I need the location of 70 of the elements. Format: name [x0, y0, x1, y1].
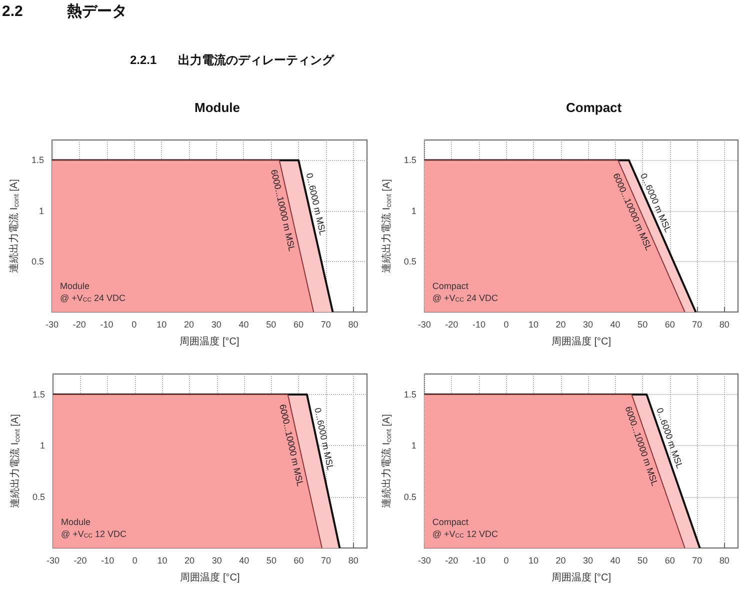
x-axis-title: 周囲温度 [°C]: [551, 572, 612, 584]
x-tick-label: 60: [664, 556, 675, 566]
series-label: 0...6000 m MSL: [312, 406, 336, 472]
x-axis-title: 周囲温度 [°C]: [551, 336, 612, 348]
x-tick-label: 40: [238, 320, 249, 330]
x-tick-label: 20: [184, 556, 195, 566]
x-tick-label: 40: [610, 556, 620, 566]
x-tick-label: 10: [528, 320, 538, 330]
x-tick-label: 30: [212, 556, 222, 566]
x-tick-label: -20: [445, 556, 458, 566]
x-tick-label: -20: [445, 320, 458, 330]
x-tick-label: 0: [132, 556, 138, 566]
x-tick-label: 10: [156, 320, 167, 330]
x-tick-label: -10: [472, 320, 486, 330]
y-tick-label: 1.5: [404, 389, 416, 400]
x-tick-label: -10: [472, 556, 486, 566]
x-axis-title: 周囲温度 [°C]: [180, 572, 240, 584]
x-tick-label: -30: [418, 556, 431, 566]
x-tick-label: 50: [266, 320, 276, 330]
x-tick-label: 50: [266, 556, 276, 566]
x-tick-label: -20: [74, 556, 87, 566]
y-tick-label: 0.5: [31, 256, 44, 266]
x-tick-label: -10: [101, 556, 114, 566]
x-tick-label: 80: [719, 320, 730, 330]
x-tick-label: 80: [719, 556, 730, 566]
text: 2.2 熱データ: [2, 2, 128, 21]
x-tick-label: 70: [692, 320, 702, 330]
x-tick-label: 50: [638, 320, 648, 330]
x-tick-label: -30: [46, 556, 60, 566]
y-tick-label: 1: [411, 206, 416, 216]
x-tick-label: 20: [184, 320, 194, 330]
x-tick-label: 0: [504, 320, 509, 330]
x-tick-label: 60: [294, 556, 304, 566]
x-axis-title: 周囲温度 [°C]: [180, 336, 240, 348]
x-tick-label: 70: [692, 556, 702, 566]
x-tick-label: 30: [583, 320, 594, 330]
x-tick-label: 20: [556, 556, 566, 566]
y-tick-label: 1.5: [404, 155, 416, 166]
y-tick-label: 0.5: [404, 256, 416, 266]
x-tick-label: 60: [664, 320, 675, 330]
y-tick-label: 1: [40, 440, 45, 451]
x-tick-label: 10: [157, 556, 168, 566]
x-tick-label: -10: [100, 320, 114, 330]
chart-title: Compact: [566, 100, 622, 115]
x-tick-label: 60: [294, 320, 304, 330]
x-tick-label: 0: [132, 320, 137, 330]
x-tick-label: 70: [321, 556, 332, 566]
y-tick-label: 0.5: [32, 492, 45, 502]
x-tick-label: 40: [610, 320, 620, 330]
x-tick-label: -30: [45, 320, 59, 330]
y-tick-label: 0.5: [404, 492, 416, 502]
x-tick-label: 10: [528, 556, 538, 566]
x-tick-label: 40: [239, 556, 250, 566]
y-tick-label: 1: [411, 440, 416, 451]
x-tick-label: 80: [348, 320, 358, 330]
x-tick-label: -30: [418, 320, 431, 330]
x-tick-label: 50: [638, 556, 648, 566]
x-tick-label: 0: [504, 556, 509, 566]
y-tick-label: 1.5: [31, 155, 44, 166]
text: 2.2.1 出力電流のディレーティング: [130, 52, 334, 69]
x-tick-label: -20: [72, 320, 86, 330]
chart-title: Module: [194, 100, 240, 115]
x-tick-label: 20: [556, 320, 566, 330]
y-tick-label: 1.5: [32, 389, 45, 400]
x-tick-label: 80: [348, 556, 358, 566]
x-tick-label: 30: [211, 320, 222, 330]
x-tick-label: 30: [583, 556, 594, 566]
series-label: 0...6000 m MSL: [304, 172, 328, 236]
y-tick-label: 1: [38, 206, 44, 216]
x-tick-label: 70: [320, 320, 331, 330]
